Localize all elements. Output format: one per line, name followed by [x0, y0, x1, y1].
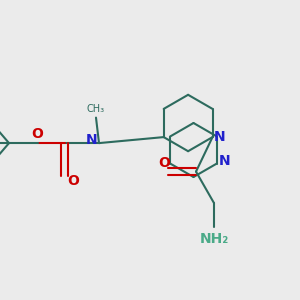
Text: N: N — [214, 130, 226, 144]
Text: O: O — [32, 127, 44, 141]
Text: NH₂: NH₂ — [200, 232, 229, 245]
Text: CH₃: CH₃ — [87, 103, 105, 114]
Text: N: N — [86, 133, 97, 147]
Text: O: O — [159, 156, 170, 170]
Text: N: N — [219, 154, 230, 168]
Text: O: O — [67, 174, 79, 188]
